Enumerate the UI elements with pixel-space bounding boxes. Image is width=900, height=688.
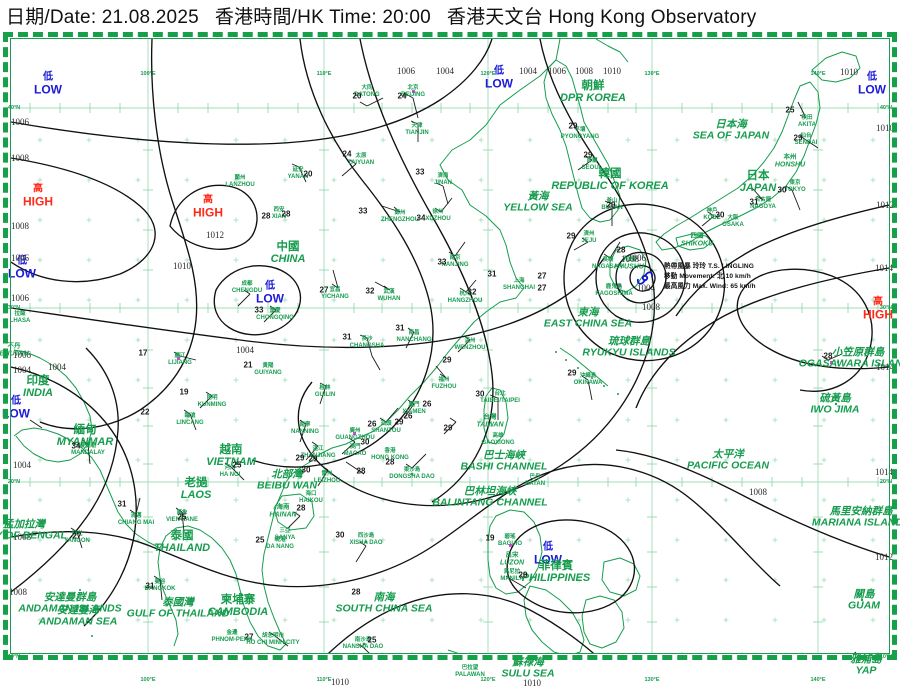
grid-coordinate-label: 130°E xyxy=(644,677,660,683)
header-time: 香港時間/HK Time: 20:00 xyxy=(214,6,431,28)
typhoon-wind: 最高風力 Max. Wind: 65 km/h xyxy=(664,282,756,290)
grid-point-markers xyxy=(37,137,876,623)
grid-coordinate-label: 120°E xyxy=(480,677,496,683)
header-date: 日期/Date: 21.08.2025 xyxy=(6,6,199,28)
isobar-label: 1010 xyxy=(523,678,541,688)
weather-map[interactable]: 低 LOW 高 HIGH 高 HIGH 低 LOW 低 LOW 低 LOW 低 LOW 低 LOW 高 HIGH 低… xyxy=(0,30,900,688)
typhoon-symbol xyxy=(636,271,654,285)
grid-coordinate-label: 100°E xyxy=(140,677,156,683)
typhoon-movement: 移動 Movement: 北 10 km/h xyxy=(664,272,751,280)
typhoon-name: 熱帶風暴 玲玲 T.S. LINGLING xyxy=(664,263,755,270)
city-label: 巴拉望 PALAWAN xyxy=(455,665,485,678)
coastlines xyxy=(13,39,861,653)
isobars xyxy=(11,39,889,653)
station-markers xyxy=(177,90,833,547)
isobar-label: 1010 xyxy=(331,677,349,687)
graticule-lines xyxy=(11,39,889,653)
wind-barbs xyxy=(29,93,857,653)
grid-coordinate-label: 110°E xyxy=(316,677,332,683)
grid-coordinate-label: 140°E xyxy=(810,677,826,683)
header-source: 香港天文台 Hong Kong Observatory xyxy=(446,6,757,28)
map-canvas xyxy=(11,39,889,653)
map-header: 日期/Date: 21.08.2025 香港時間/HK Time: 20:00 … xyxy=(0,0,900,30)
typhoon-info-block: 熱帶風暴 玲玲 T.S. LINGLING 移動 Movement: 北 10 … xyxy=(664,262,756,291)
